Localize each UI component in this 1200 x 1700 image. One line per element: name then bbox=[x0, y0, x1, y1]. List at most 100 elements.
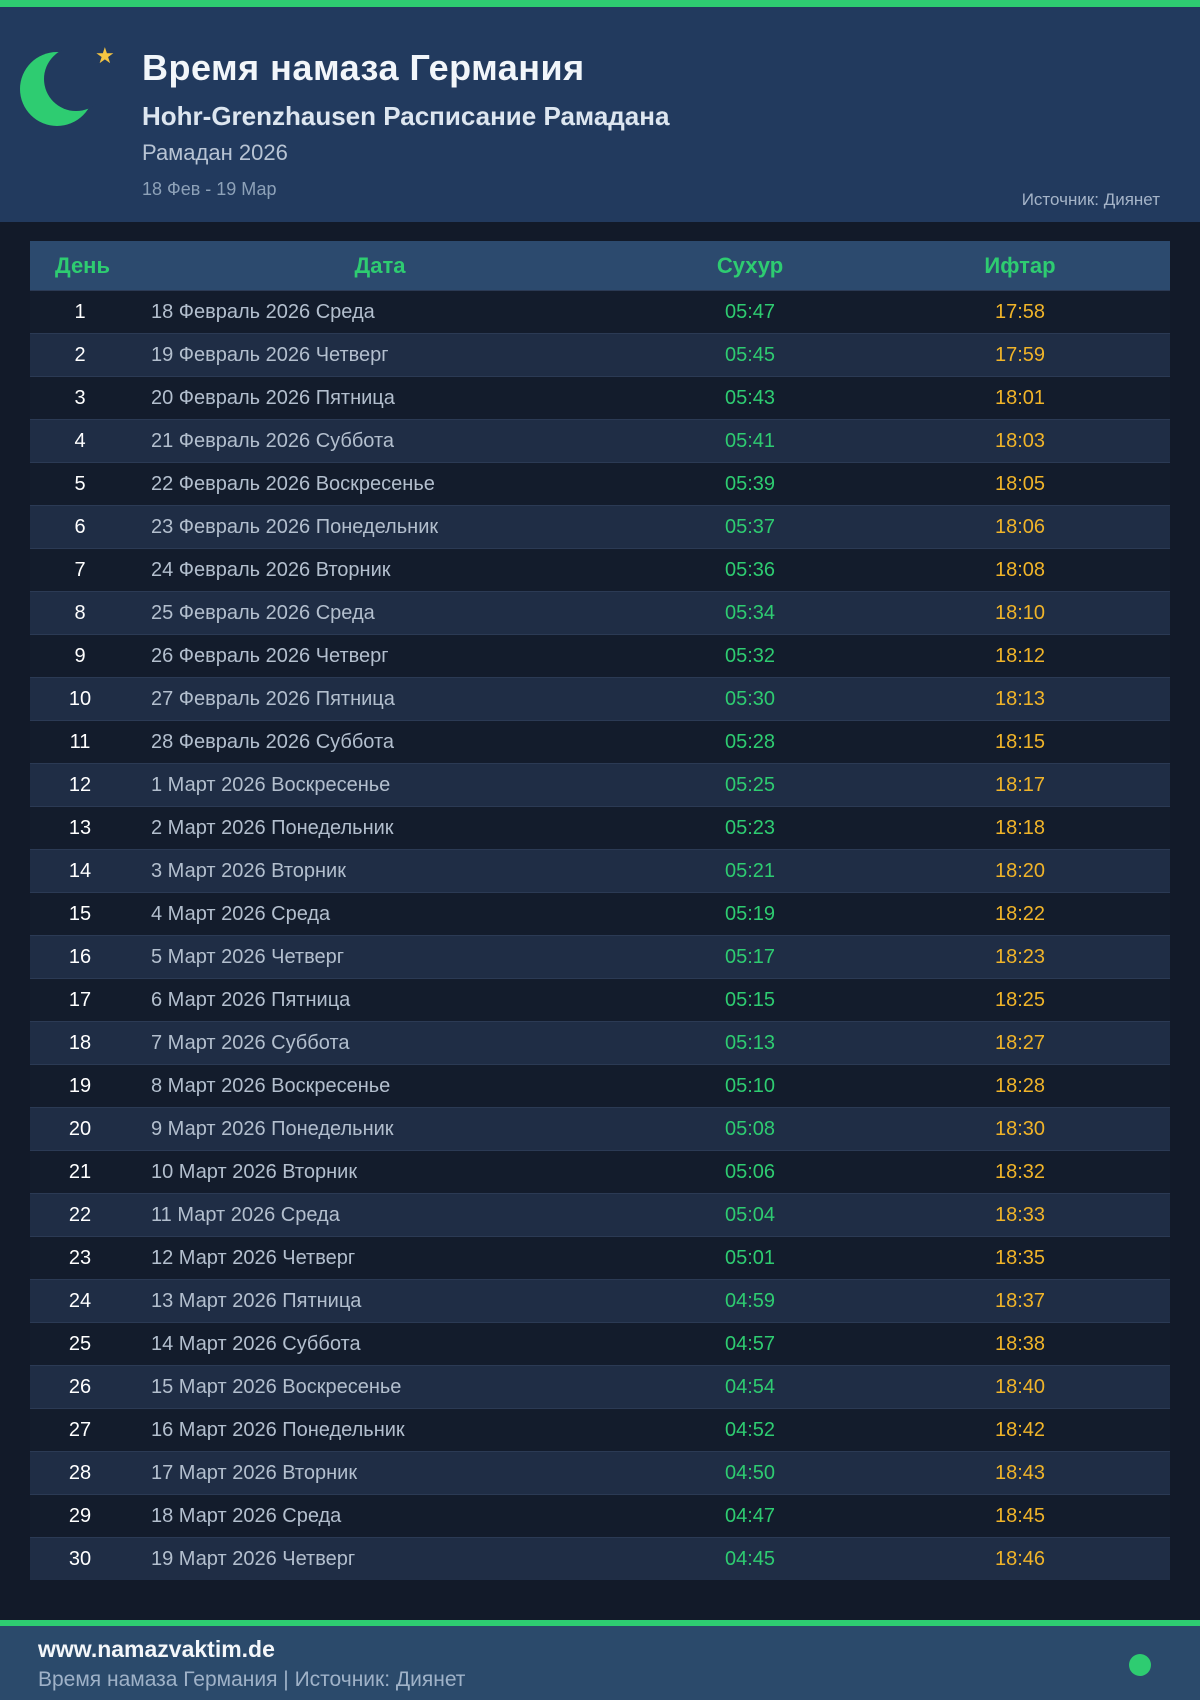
table-row: 12 1 Март 2026 Воскресенье 05:25 18:17 bbox=[30, 763, 1170, 806]
iftar-cell: 18:35 bbox=[994, 1246, 1046, 1269]
table-row: 23 12 Март 2026 Четверг 05:01 18:35 bbox=[30, 1236, 1170, 1279]
date-cell: 4 Март 2026 Среда bbox=[151, 902, 331, 925]
day-cell: 6 bbox=[74, 515, 86, 538]
table-row: 21 10 Март 2026 Вторник 05:06 18:32 bbox=[30, 1150, 1170, 1193]
footer-tagline: Время намаза Германия | Источник: Диянет bbox=[38, 1668, 466, 1691]
table-row: 13 2 Март 2026 Понедельник 05:23 18:18 bbox=[30, 806, 1170, 849]
date-cell: 17 Март 2026 Вторник bbox=[151, 1461, 358, 1484]
date-cell: 27 Февраль 2026 Пятница bbox=[151, 687, 395, 710]
day-cell: 29 bbox=[68, 1504, 92, 1527]
page-header: ★ Время намаза Германия Hohr-Grenzhausen… bbox=[0, 7, 1200, 222]
suhur-cell: 05:43 bbox=[724, 386, 776, 409]
column-header-suhur: Сухур bbox=[716, 252, 784, 278]
date-range-label: 18 Фев - 19 Мар bbox=[142, 179, 277, 199]
table-row: 1 18 Февраль 2026 Среда 05:47 17:58 bbox=[30, 290, 1170, 333]
date-cell: 14 Март 2026 Суббота bbox=[151, 1332, 361, 1355]
suhur-cell: 05:32 bbox=[724, 644, 776, 667]
page-title: Время намаза Германия bbox=[142, 47, 585, 88]
suhur-cell: 05:37 bbox=[724, 515, 776, 538]
table-row: 10 27 Февраль 2026 Пятница 05:30 18:13 bbox=[30, 677, 1170, 720]
website-link[interactable]: www.namazvaktim.de bbox=[38, 1636, 275, 1662]
suhur-cell: 05:21 bbox=[724, 859, 776, 882]
date-cell: 12 Март 2026 Четверг bbox=[151, 1246, 356, 1269]
suhur-cell: 05:25 bbox=[724, 773, 776, 796]
day-cell: 21 bbox=[68, 1160, 92, 1183]
day-cell: 11 bbox=[69, 730, 91, 753]
iftar-cell: 18:37 bbox=[994, 1289, 1046, 1312]
green-dot-icon bbox=[1129, 1654, 1151, 1676]
day-cell: 20 bbox=[68, 1117, 92, 1140]
day-cell: 17 bbox=[68, 988, 92, 1011]
date-cell: 10 Март 2026 Вторник bbox=[151, 1160, 358, 1183]
table-row: 17 6 Март 2026 Пятница 05:15 18:25 bbox=[30, 978, 1170, 1021]
suhur-cell: 04:45 bbox=[724, 1547, 776, 1570]
iftar-cell: 18:15 bbox=[994, 730, 1046, 753]
day-cell: 30 bbox=[68, 1547, 92, 1570]
crescent-moon-icon bbox=[17, 47, 108, 129]
date-cell: 9 Март 2026 Понедельник bbox=[151, 1117, 394, 1140]
suhur-cell: 05:47 bbox=[724, 300, 776, 323]
date-cell: 19 Март 2026 Четверг bbox=[151, 1547, 356, 1570]
suhur-cell: 04:50 bbox=[724, 1461, 776, 1484]
iftar-cell: 18:10 bbox=[994, 601, 1046, 624]
column-header-iftar: Ифтар bbox=[984, 252, 1056, 278]
date-cell: 13 Март 2026 Пятница bbox=[151, 1289, 362, 1312]
table-row: 30 19 Март 2026 Четверг 04:45 18:46 bbox=[30, 1537, 1170, 1580]
date-cell: 22 Февраль 2026 Воскресенье bbox=[151, 472, 435, 495]
day-cell: 2 bbox=[74, 343, 86, 366]
table-row: 9 26 Февраль 2026 Четверг 05:32 18:12 bbox=[30, 634, 1170, 677]
table-row: 25 14 Март 2026 Суббота 04:57 18:38 bbox=[30, 1322, 1170, 1365]
date-cell: 11 Март 2026 Среда bbox=[151, 1203, 340, 1226]
suhur-cell: 04:59 bbox=[724, 1289, 776, 1312]
table-row: 27 16 Март 2026 Понедельник 04:52 18:42 bbox=[30, 1408, 1170, 1451]
day-cell: 13 bbox=[68, 816, 92, 839]
date-cell: 15 Март 2026 Воскресенье bbox=[151, 1375, 402, 1398]
iftar-cell: 18:28 bbox=[994, 1074, 1046, 1097]
suhur-cell: 05:39 bbox=[724, 472, 776, 495]
iftar-cell: 18:05 bbox=[994, 472, 1046, 495]
date-cell: 7 Март 2026 Суббота bbox=[151, 1031, 350, 1054]
iftar-cell: 18:30 bbox=[994, 1117, 1046, 1140]
iftar-cell: 18:45 bbox=[994, 1504, 1046, 1527]
day-cell: 7 bbox=[74, 558, 86, 581]
suhur-cell: 05:34 bbox=[724, 601, 776, 624]
iftar-cell: 18:12 bbox=[994, 644, 1046, 667]
date-cell: 23 Февраль 2026 Понедельник bbox=[151, 515, 439, 538]
suhur-cell: 05:36 bbox=[724, 558, 776, 581]
schedule-rows: 1 18 Февраль 2026 Среда 05:47 17:58 2 19 Февр… bbox=[30, 290, 1170, 1580]
date-cell: 26 Февраль 2026 Четверг bbox=[151, 644, 389, 667]
iftar-cell: 18:27 bbox=[994, 1031, 1046, 1054]
day-cell: 22 bbox=[68, 1203, 92, 1226]
table-row: 28 17 Март 2026 Вторник 04:50 18:43 bbox=[30, 1451, 1170, 1494]
suhur-cell: 05:41 bbox=[724, 429, 776, 452]
iftar-cell: 18:18 bbox=[994, 816, 1046, 839]
suhur-cell: 05:04 bbox=[724, 1203, 776, 1226]
date-cell: 5 Март 2026 Четверг bbox=[151, 945, 345, 968]
page-subtitle: Hohr-Grenzhausen Расписание Рамадана bbox=[142, 101, 670, 131]
iftar-cell: 18:38 bbox=[994, 1332, 1046, 1355]
table-header-row: День Дата Сухур Ифтар bbox=[30, 241, 1170, 290]
date-cell: 2 Март 2026 Понедельник bbox=[151, 816, 394, 839]
iftar-cell: 18:25 bbox=[994, 988, 1046, 1011]
column-header-date: Дата bbox=[354, 252, 406, 278]
day-cell: 23 bbox=[68, 1246, 92, 1269]
suhur-cell: 05:17 bbox=[724, 945, 776, 968]
table-row: 3 20 Февраль 2026 Пятница 05:43 18:01 bbox=[30, 376, 1170, 419]
suhur-cell: 04:47 bbox=[724, 1504, 776, 1527]
day-cell: 15 bbox=[68, 902, 92, 925]
date-cell: 25 Февраль 2026 Среда bbox=[151, 601, 375, 624]
table-row: 5 22 Февраль 2026 Воскресенье 05:39 18:05 bbox=[30, 462, 1170, 505]
suhur-cell: 05:30 bbox=[724, 687, 776, 710]
top-accent-bar bbox=[0, 0, 1200, 7]
table-row: 19 8 Март 2026 Воскресенье 05:10 18:28 bbox=[30, 1064, 1170, 1107]
date-cell: 28 Февраль 2026 Суббота bbox=[151, 730, 395, 753]
date-cell: 3 Март 2026 Вторник bbox=[151, 859, 346, 882]
iftar-cell: 18:43 bbox=[994, 1461, 1046, 1484]
column-header-day: День bbox=[55, 252, 110, 278]
day-cell: 25 bbox=[68, 1332, 92, 1355]
day-cell: 16 bbox=[68, 945, 92, 968]
suhur-cell: 04:57 bbox=[724, 1332, 776, 1355]
table-row: 26 15 Март 2026 Воскресенье 04:54 18:40 bbox=[30, 1365, 1170, 1408]
suhur-cell: 05:06 bbox=[724, 1160, 776, 1183]
iftar-cell: 18:06 bbox=[994, 515, 1046, 538]
